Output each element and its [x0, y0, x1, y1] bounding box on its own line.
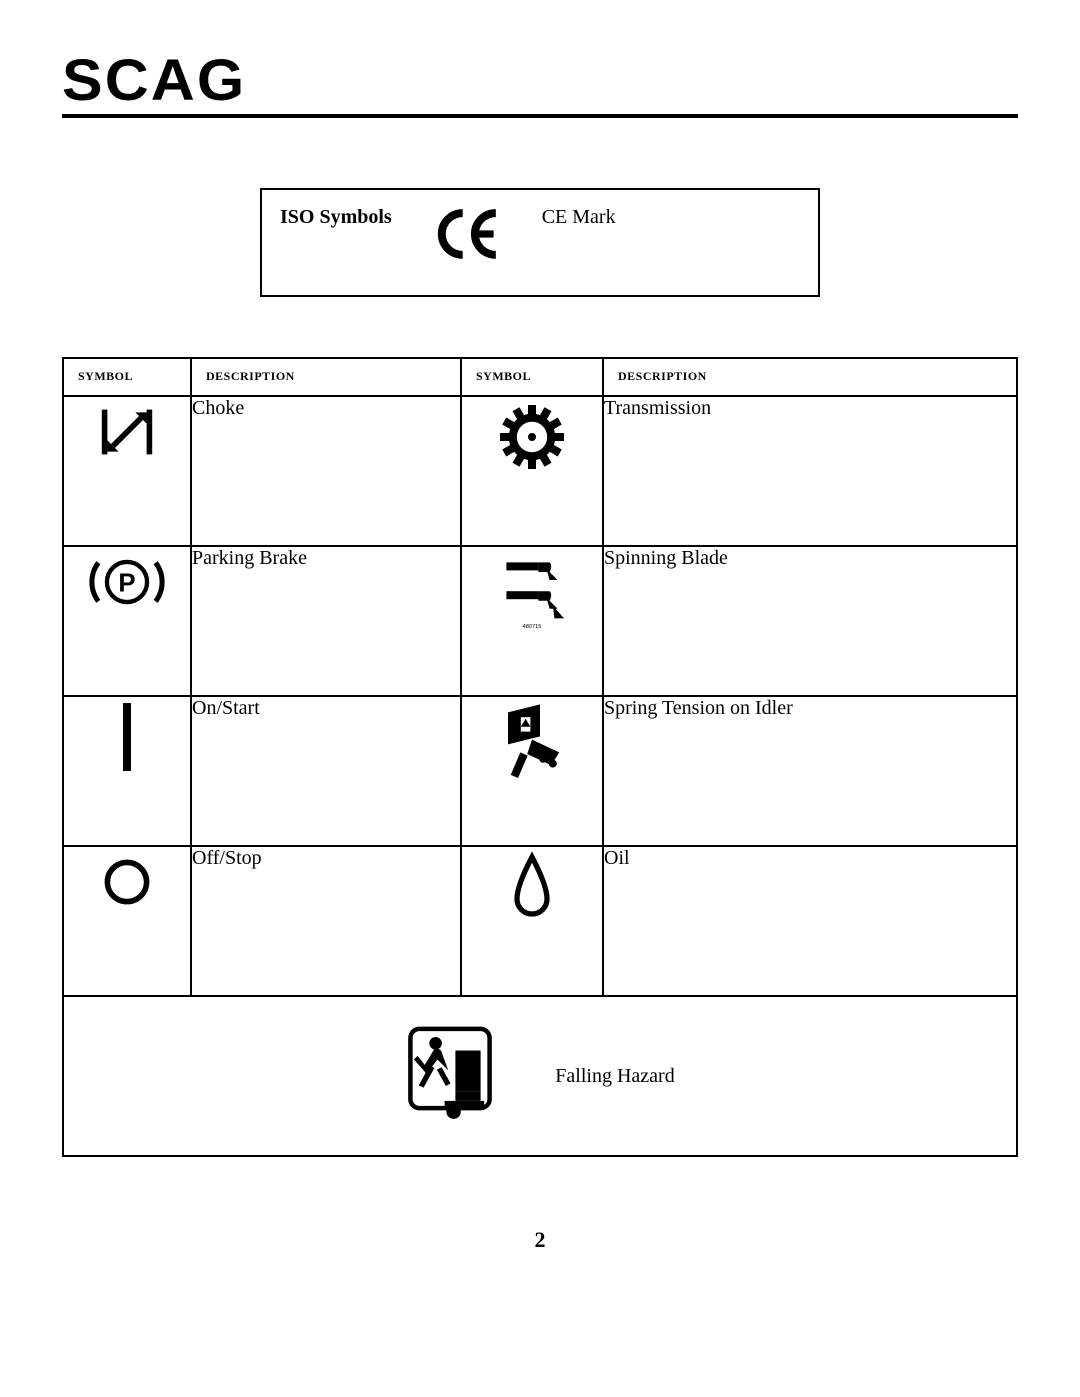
- brand-logo: SCAG: [62, 52, 1066, 114]
- transmission-desc: Transmission: [603, 396, 1017, 546]
- oil-icon: [461, 846, 603, 996]
- table-row: Off/Stop Oil: [63, 846, 1017, 996]
- ce-mark-icon: [422, 204, 512, 269]
- brand-rule: [62, 114, 1018, 118]
- svg-text:480715: 480715: [523, 624, 542, 630]
- page-number: 2: [62, 1227, 1018, 1253]
- on-start-desc: On/Start: [191, 696, 461, 846]
- on-start-icon: [63, 696, 191, 846]
- choke-desc: Choke: [191, 396, 461, 546]
- spring-tension-desc: Spring Tension on Idler: [603, 696, 1017, 846]
- document-page: SCAG ISO Symbols CE Mark SYMBOL DESCRIPT…: [0, 0, 1080, 1293]
- falling-hazard-icon: [405, 1023, 495, 1129]
- ce-label: CE Mark: [542, 204, 616, 229]
- table-row-bottom: Falling Hazard: [63, 996, 1017, 1156]
- iso-symbol-table: SYMBOL DESCRIPTION SYMBOL DESCRIPTION: [62, 357, 1018, 1157]
- parking-brake-desc: Parking Brake: [191, 546, 461, 696]
- iso-header-box: ISO Symbols CE Mark: [260, 188, 820, 297]
- th-desc-2: DESCRIPTION: [603, 358, 1017, 396]
- choke-icon: [63, 396, 191, 546]
- spinning-blade-desc: Spinning Blade: [603, 546, 1017, 696]
- table-row: Choke: [63, 396, 1017, 546]
- oil-desc: Oil: [603, 846, 1017, 996]
- parking-brake-icon: P: [63, 546, 191, 696]
- table-row: P Parking Brake: [63, 546, 1017, 696]
- table-header-row: SYMBOL DESCRIPTION SYMBOL DESCRIPTION: [63, 358, 1017, 396]
- spring-tension-icon: [461, 696, 603, 846]
- th-symbol-2: SYMBOL: [461, 358, 603, 396]
- th-desc-1: DESCRIPTION: [191, 358, 461, 396]
- spinning-blade-icon: 480715: [461, 546, 603, 696]
- off-stop-icon: [63, 846, 191, 996]
- transmission-icon: [461, 396, 603, 546]
- falling-hazard-desc: Falling Hazard: [555, 1065, 674, 1088]
- svg-text:P: P: [118, 569, 135, 597]
- table-row: On/Start Spring Tensi: [63, 696, 1017, 846]
- th-symbol-1: SYMBOL: [63, 358, 191, 396]
- off-stop-desc: Off/Stop: [191, 846, 461, 996]
- iso-title: ISO Symbols: [280, 204, 392, 229]
